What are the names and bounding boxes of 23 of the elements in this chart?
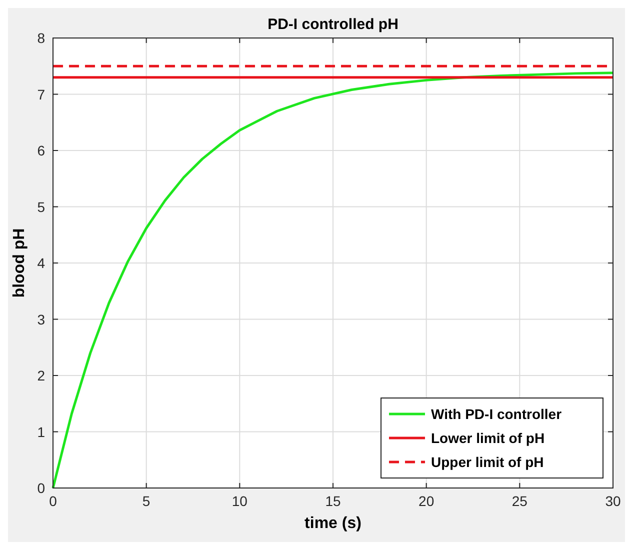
line-series (52, 72, 614, 490)
legend-label: With PD-I controller (431, 406, 562, 422)
chart-title: PD-I controlled pH (268, 16, 398, 33)
y-tick-label: 8 (37, 30, 46, 46)
x-tick-label: 30 (605, 493, 621, 509)
y-tick-label: 3 (37, 311, 46, 328)
y-tick-label: 7 (37, 86, 46, 102)
y-tick-label: 2 (37, 368, 46, 384)
x-axis-title: time (s) (304, 515, 362, 532)
legend-label: Lower limit of pH (431, 430, 545, 446)
y-tick-label: 5 (37, 198, 46, 215)
x-tick-label: 15 (325, 493, 341, 509)
y-tick-label: 0 (37, 480, 46, 496)
x-tick-label: 25 (512, 493, 528, 509)
y-tick-label: 1 (37, 424, 46, 440)
x-tick-label: 5 (142, 493, 150, 509)
y-tick-label: 6 (37, 142, 46, 158)
x-tick-label: 0 (49, 493, 58, 509)
y-tick-label: 4 (37, 255, 46, 271)
y-axis-title: blood pH (11, 228, 28, 298)
x-tick-label: 10 (232, 493, 248, 509)
x-tick-label: 20 (418, 493, 434, 509)
legend-label: Upper limit of pH (431, 454, 544, 470)
